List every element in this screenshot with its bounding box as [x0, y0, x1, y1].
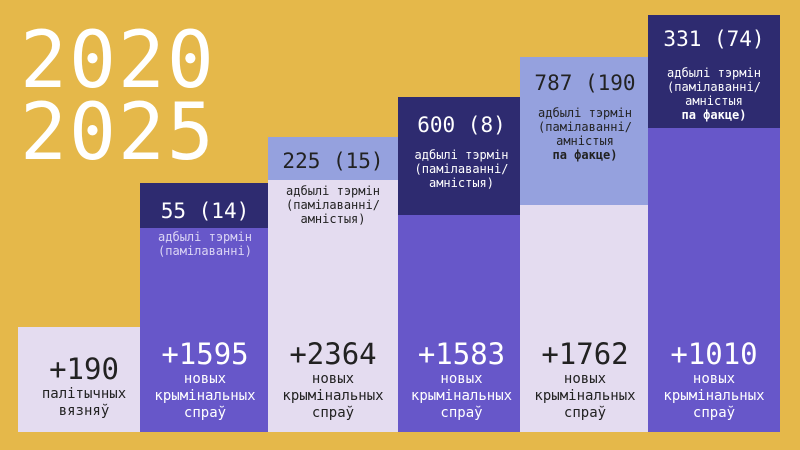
column-header: 600 (8) [417, 113, 506, 137]
note-line: (памілаванні/ [538, 120, 632, 134]
note-line: амністыя) [428, 176, 495, 190]
caption-line: новых [563, 371, 607, 387]
column: 600 (8) адбылі тэрмін (памілаванні/амністы… [398, 97, 525, 432]
column-header: 331 (74) [663, 27, 765, 51]
column: +190 палітычных вязняў [18, 327, 150, 432]
note-line: адбылі тэрмін [286, 184, 380, 198]
caption-line: новых [311, 371, 355, 387]
header-block [398, 97, 525, 215]
total-number: +190 [49, 352, 119, 386]
column: 331 (74) адбылі тэрмін (памілаванні/амніст… [648, 15, 780, 432]
note-line: (памілаванні/ [286, 198, 380, 212]
column-header: 787 (190 [534, 71, 636, 95]
caption-line: крымінальных [154, 388, 256, 404]
caption-line: спраў [440, 405, 483, 421]
note-line: адбылі тэрмін [538, 106, 632, 120]
caption-line: крымінальных [282, 388, 384, 404]
body-block [268, 180, 398, 432]
total-number: +1583 [417, 337, 506, 371]
title-year: 2020 [20, 16, 216, 106]
caption-line: спраў [692, 405, 736, 421]
caption-line: вязняў [58, 403, 110, 419]
caption-line: новых [692, 371, 736, 387]
column: 787 (190 адбылі тэрмін (памілаванні/амніст… [520, 57, 650, 432]
total-number: +1595 [161, 337, 249, 371]
note-line: амністыя [685, 94, 743, 108]
caption-line: спраў [311, 405, 355, 421]
column: 225 (15) адбылі тэрмін (памілаванні/амніст… [268, 137, 398, 432]
note-line: адбылі тэрмін [667, 66, 761, 80]
caption-line: крымінальных [534, 388, 636, 404]
column-header: 225 (15) [282, 149, 384, 173]
caption-line: спраў [183, 405, 227, 421]
note-line: (памілаванні) [158, 244, 252, 258]
note-bold: па факце) [552, 148, 618, 162]
body-block [648, 128, 780, 432]
note-line: адбылі тэрмін [414, 148, 509, 162]
body-block [18, 327, 150, 432]
note-line: (памілаванні/ [414, 162, 509, 176]
body-block [520, 205, 650, 432]
title-year: 2025 [20, 88, 216, 178]
caption-line: спраў [563, 405, 607, 421]
caption-line: новых [183, 371, 227, 387]
total-number: +2364 [289, 337, 377, 371]
column: 55 (14) адбылі тэрмін (памілаванні) +1595 но… [140, 183, 270, 432]
total-number: +1762 [541, 337, 629, 371]
note-line: адбылі тэрмін [158, 230, 252, 244]
note-line: амністыя) [300, 212, 366, 226]
note-line: (памілаванні/ [667, 80, 761, 94]
body-block [140, 228, 270, 432]
header-block [140, 183, 270, 228]
header-block [648, 15, 780, 128]
header-block [268, 137, 398, 180]
caption-line: крымінальных [663, 388, 765, 404]
caption-line: крымінальных [410, 388, 513, 404]
note-bold: па факце) [681, 108, 747, 122]
caption-line: палітычных [41, 386, 127, 402]
column-header: 55 (14) [160, 199, 250, 223]
header-block [520, 57, 650, 205]
total-number: +1010 [670, 337, 758, 371]
caption-line: новых [440, 371, 483, 387]
body-block [398, 215, 525, 432]
note-line: амністыя [556, 134, 614, 148]
